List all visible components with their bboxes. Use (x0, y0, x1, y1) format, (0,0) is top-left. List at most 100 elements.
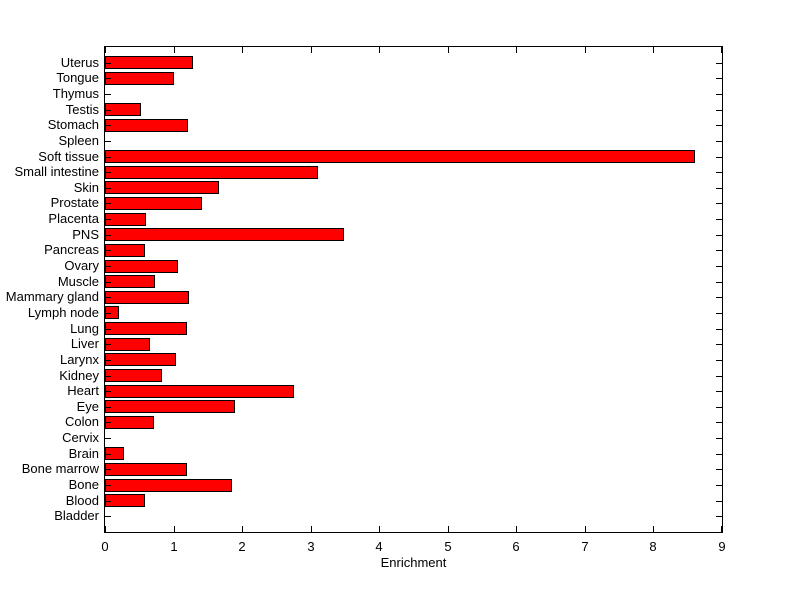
bar-prostate (105, 197, 202, 210)
bar-bone (105, 479, 232, 492)
x-tick-bottom (721, 526, 722, 532)
bar-soft-tissue (105, 150, 695, 163)
y-tick-left (105, 501, 111, 502)
bar-brain (105, 447, 124, 460)
bar-mammary-gland (105, 291, 189, 304)
y-tick-left (105, 360, 111, 361)
bar-testis (105, 103, 141, 116)
x-tick-top (653, 47, 654, 53)
bar-lymph-node (105, 306, 119, 319)
bar-colon (105, 416, 154, 429)
y-tick-left (105, 157, 111, 158)
y-tick-left (105, 188, 111, 189)
bar-blood (105, 494, 145, 507)
x-tick-label-7: 7 (581, 539, 589, 554)
y-tick-right (716, 485, 722, 486)
y-tick-label-ovary: Ovary (64, 258, 99, 273)
y-tick-left (105, 203, 111, 204)
y-tick-label-pancreas: Pancreas (44, 242, 99, 257)
y-tick-right (716, 329, 722, 330)
x-tick-bottom (585, 526, 586, 532)
y-tick-left (105, 485, 111, 486)
y-tick-right (716, 188, 722, 189)
bar-pns (105, 228, 344, 241)
y-tick-left (105, 344, 111, 345)
y-tick-right (716, 266, 722, 267)
y-tick-label-uterus: Uterus (60, 55, 99, 70)
y-tick-label-placenta: Placenta (48, 211, 99, 226)
y-tick-label-lymph-node: Lymph node (27, 305, 99, 320)
y-tick-right (716, 438, 722, 439)
y-tick-left (105, 250, 111, 251)
x-tick-bottom (311, 526, 312, 532)
y-tick-label-bladder: Bladder (54, 508, 99, 523)
y-tick-left (105, 282, 111, 283)
y-tick-label-liver: Liver (70, 336, 99, 351)
y-tick-left (105, 313, 111, 314)
bar-bone-marrow (105, 463, 187, 476)
y-tick-right (716, 172, 722, 173)
bar-muscle (105, 275, 155, 288)
x-tick-bottom (379, 526, 380, 532)
x-tick-top (105, 47, 106, 53)
y-tick-right (716, 407, 722, 408)
bar-pancreas (105, 244, 145, 257)
y-tick-left (105, 329, 111, 330)
bar-kidney (105, 369, 162, 382)
x-tick-label-2: 2 (238, 539, 246, 554)
y-tick-right (716, 501, 722, 502)
y-tick-right (716, 141, 722, 142)
x-tick-bottom (653, 526, 654, 532)
y-tick-right (716, 469, 722, 470)
bar-uterus (105, 56, 193, 69)
y-tick-left (105, 407, 111, 408)
y-tick-left (105, 78, 111, 79)
x-tick-label-3: 3 (307, 539, 315, 554)
y-tick-left (105, 63, 111, 64)
y-tick-label-blood: Blood (65, 493, 99, 508)
x-tick-label-8: 8 (649, 539, 657, 554)
y-tick-right (716, 454, 722, 455)
y-tick-left (105, 172, 111, 173)
y-tick-label-lung: Lung (70, 321, 99, 336)
bar-small-intestine (105, 166, 318, 179)
bar-ovary (105, 260, 178, 273)
x-tick-label-5: 5 (444, 539, 452, 554)
y-tick-left (105, 469, 111, 470)
y-tick-right (716, 125, 722, 126)
y-tick-left (105, 297, 111, 298)
y-tick-left (105, 391, 111, 392)
y-tick-right (716, 422, 722, 423)
y-tick-label-colon: Colon (65, 414, 99, 429)
y-tick-right (716, 94, 722, 95)
y-tick-label-tongue: Tongue (56, 70, 99, 85)
y-tick-right (716, 203, 722, 204)
y-tick-right (716, 78, 722, 79)
y-tick-right (716, 250, 722, 251)
x-tick-bottom (105, 526, 106, 532)
y-tick-left (105, 141, 111, 142)
x-tick-label-9: 9 (718, 539, 726, 554)
y-tick-label-heart: Heart (67, 383, 99, 398)
y-tick-right (716, 219, 722, 220)
bar-skin (105, 181, 219, 194)
x-tick-label-4: 4 (375, 539, 383, 554)
y-tick-label-bone-marrow: Bone marrow (21, 461, 99, 476)
y-tick-label-larynx: Larynx (59, 352, 99, 367)
x-axis-title: Enrichment (380, 555, 447, 570)
y-tick-label-muscle: Muscle (57, 274, 99, 289)
x-tick-label-1: 1 (170, 539, 178, 554)
x-tick-top (516, 47, 517, 53)
y-tick-label-thymus: Thymus (52, 86, 99, 101)
y-tick-left (105, 235, 111, 236)
y-tick-right (716, 344, 722, 345)
y-tick-right (716, 516, 722, 517)
y-tick-label-brain: Brain (68, 446, 99, 461)
x-tick-top (379, 47, 380, 53)
y-tick-right (716, 235, 722, 236)
y-tick-left (105, 219, 111, 220)
y-tick-right (716, 313, 722, 314)
y-tick-left (105, 110, 111, 111)
x-tick-label-0: 0 (101, 539, 109, 554)
y-tick-label-pns: PNS (72, 227, 99, 242)
